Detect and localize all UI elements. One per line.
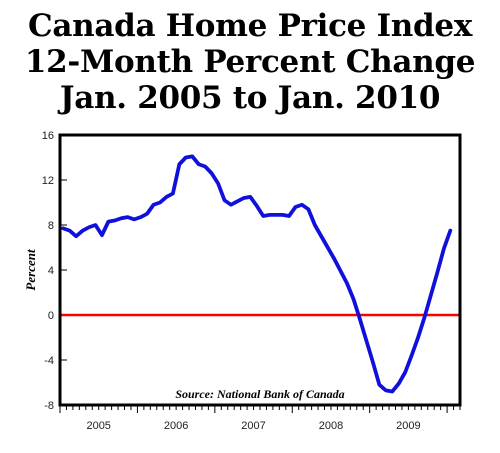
y-tick-label: 16	[42, 130, 54, 142]
x-tick-label: 2005	[86, 420, 110, 432]
y-tick-label: 4	[48, 265, 54, 277]
x-tick-label: 2008	[319, 420, 343, 432]
x-tick-label: 2006	[164, 420, 188, 432]
plot-frame	[58, 133, 462, 407]
chart-title-line-2: 12-Month Percent Change	[24, 44, 476, 80]
y-axis-label: Percent	[23, 249, 38, 291]
chart-title-line-1: Canada Home Price Index	[27, 8, 473, 44]
x-tick-label: 2009	[396, 420, 420, 432]
y-tick-label: 0	[48, 310, 54, 322]
y-tick-label: -4	[44, 355, 54, 367]
source-note: Source: National Bank of Canada	[175, 387, 344, 401]
y-tick-label: 8	[48, 220, 54, 232]
chart-title-line-3: Jan. 2005 to Jan. 2010	[59, 80, 441, 116]
series-line	[61, 154, 453, 394]
y-tick-label: -8	[44, 400, 54, 412]
x-tick-label: 2007	[241, 420, 265, 432]
y-tick-label: 12	[42, 175, 54, 187]
